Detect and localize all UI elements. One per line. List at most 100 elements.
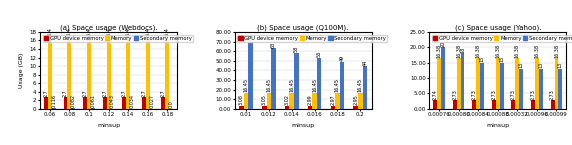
Text: 3.08: 3.08 (239, 94, 244, 105)
Text: 2.99: 2.99 (308, 95, 312, 105)
Bar (262, 106, 267, 109)
Text: 63: 63 (271, 41, 276, 48)
Bar (44, 97, 48, 109)
Bar (312, 93, 317, 109)
Text: 16.45: 16.45 (312, 78, 317, 92)
Text: 16.4: 16.4 (106, 27, 111, 38)
Bar (456, 58, 460, 109)
Text: 58: 58 (294, 46, 299, 52)
Bar (248, 41, 253, 109)
Text: 16.45: 16.45 (244, 78, 249, 92)
Text: 0.0: 0.0 (169, 100, 174, 108)
Bar (271, 48, 276, 109)
Bar (353, 106, 358, 109)
Bar (83, 97, 87, 109)
Text: 20: 20 (440, 40, 446, 47)
Text: 2.95: 2.95 (353, 95, 358, 105)
Text: 2.7: 2.7 (43, 89, 49, 97)
Text: 2.74: 2.74 (432, 89, 438, 100)
Text: 2.7: 2.7 (161, 89, 166, 97)
Bar (52, 108, 55, 109)
Text: 16.45: 16.45 (289, 78, 294, 92)
X-axis label: minsup: minsup (486, 123, 509, 128)
Bar (515, 58, 519, 109)
Bar (48, 39, 52, 109)
Bar (72, 108, 76, 109)
Text: 13: 13 (558, 62, 563, 68)
Text: 0.116: 0.116 (51, 94, 56, 108)
Bar (460, 53, 464, 109)
Bar (91, 108, 95, 109)
Bar (267, 93, 271, 109)
Text: 0.027: 0.027 (149, 94, 154, 108)
Bar (103, 97, 106, 109)
Text: 16.38: 16.38 (554, 44, 559, 58)
Bar (142, 97, 146, 109)
Text: 0.061: 0.061 (90, 94, 96, 108)
Legend: GPU device memory, Memory, Secondary memory: GPU device memory, Memory, Secondary mem… (432, 35, 572, 42)
Text: 16.4: 16.4 (47, 27, 52, 38)
Text: 2.7: 2.7 (141, 89, 146, 97)
Y-axis label: Usage (GB): Usage (GB) (19, 53, 24, 88)
Text: 49: 49 (340, 55, 344, 61)
Bar (285, 106, 289, 109)
Text: 16.45: 16.45 (358, 78, 363, 92)
Text: 70: 70 (248, 35, 253, 41)
Text: 2.7: 2.7 (122, 89, 127, 97)
Text: 16.4: 16.4 (67, 27, 72, 38)
Bar (551, 100, 554, 109)
Bar (558, 69, 562, 109)
Bar (500, 63, 503, 109)
Bar (165, 39, 169, 109)
Bar (294, 53, 299, 109)
Text: 15: 15 (499, 56, 504, 62)
Text: 2.73: 2.73 (550, 89, 555, 100)
Bar (531, 100, 535, 109)
Bar (492, 100, 496, 109)
Text: 44: 44 (362, 60, 367, 66)
Bar (331, 106, 335, 109)
Text: 16.4: 16.4 (126, 27, 130, 38)
Text: 18: 18 (460, 47, 465, 53)
Bar (106, 39, 110, 109)
Text: 16.38: 16.38 (436, 44, 442, 58)
Text: 15: 15 (479, 56, 484, 62)
Bar (239, 106, 244, 109)
Bar (358, 93, 363, 109)
Bar (441, 47, 445, 109)
Title: (c) Space usage (Yahoo).: (c) Space usage (Yahoo). (455, 24, 541, 31)
Bar (317, 58, 321, 109)
Text: 2.7: 2.7 (82, 89, 88, 97)
Bar (535, 58, 539, 109)
Text: 2.7: 2.7 (102, 89, 107, 97)
Bar (554, 58, 558, 109)
Bar (496, 58, 500, 109)
Bar (126, 39, 130, 109)
Bar (67, 39, 72, 109)
Text: 16.45: 16.45 (335, 78, 340, 92)
Text: 2.73: 2.73 (530, 89, 535, 100)
X-axis label: minsup: minsup (292, 123, 315, 128)
Text: 2.73: 2.73 (452, 89, 457, 100)
Text: 2.73: 2.73 (472, 89, 477, 100)
Bar (335, 93, 340, 109)
Title: (a) Space usage (Webdocs).: (a) Space usage (Webdocs). (59, 24, 157, 31)
Text: 0.082: 0.082 (71, 94, 76, 108)
Text: 16.4: 16.4 (165, 27, 170, 38)
Text: 2.97: 2.97 (331, 95, 335, 105)
Text: 2.7: 2.7 (63, 89, 68, 97)
Bar (480, 63, 484, 109)
Text: 2.73: 2.73 (511, 89, 516, 100)
Bar (437, 58, 441, 109)
Text: 16.38: 16.38 (476, 44, 480, 58)
Text: 3.05: 3.05 (262, 94, 267, 105)
Bar (511, 100, 515, 109)
Legend: GPU device memory, Memory, Secondary memory: GPU device memory, Memory, Secondary mem… (43, 35, 193, 42)
Text: 16.38: 16.38 (456, 44, 461, 58)
Bar (63, 97, 67, 109)
Bar (519, 69, 523, 109)
Bar (87, 39, 91, 109)
Text: 16.45: 16.45 (267, 78, 271, 92)
Bar (244, 93, 248, 109)
Text: 16.38: 16.38 (495, 44, 500, 58)
